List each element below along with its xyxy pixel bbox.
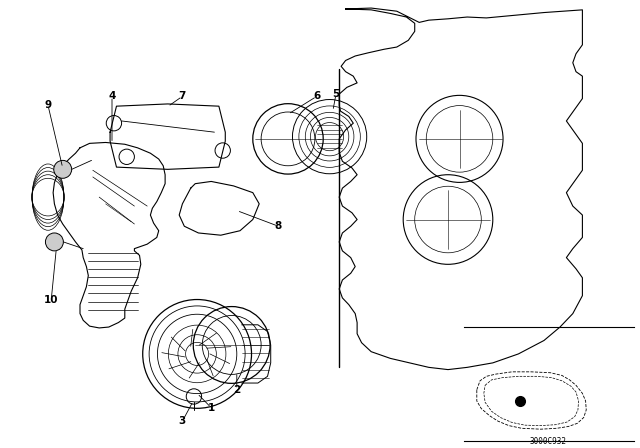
Text: 8: 8: [275, 221, 282, 231]
Circle shape: [45, 233, 63, 251]
Text: 1: 1: [207, 403, 215, 413]
Text: 3: 3: [179, 416, 186, 426]
Circle shape: [54, 160, 72, 178]
Text: 5: 5: [332, 89, 340, 99]
Text: 7: 7: [179, 91, 186, 101]
Text: 2: 2: [233, 385, 241, 395]
Text: 9: 9: [44, 100, 52, 110]
Text: 10: 10: [44, 295, 58, 305]
Text: 4: 4: [108, 91, 116, 101]
Text: 6: 6: [313, 91, 321, 101]
Text: 3000C932: 3000C932: [530, 437, 567, 446]
